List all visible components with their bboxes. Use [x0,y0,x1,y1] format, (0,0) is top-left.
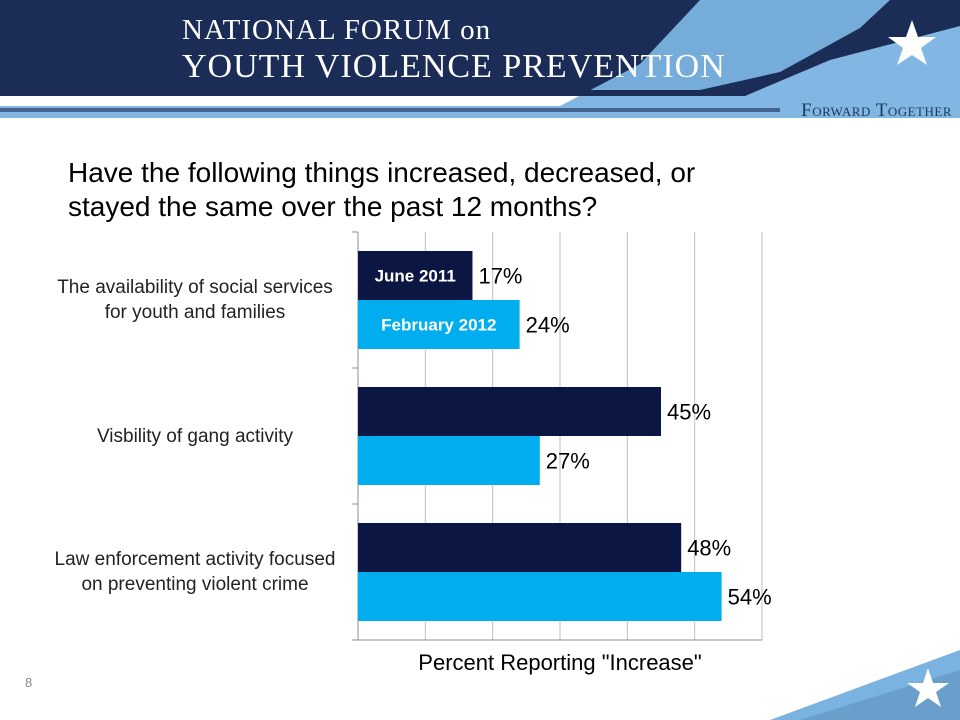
banner-title-line1: NATIONAL FORUM on [182,14,492,46]
data-label: 27% [546,449,590,474]
slide-number: 8 [25,675,33,690]
bar-february-2012 [358,572,722,621]
legend-entry: June 2011 [375,267,456,286]
bar-february-2012 [358,436,540,485]
category-label-gang-activity: Visbility of gang activity [96,425,294,447]
category-label-law-enforcement: Law enforcement activity focused on prev… [54,549,336,595]
category-label-social-services: The availability of social services for … [57,277,333,323]
bar-june-2011 [358,251,473,300]
star-icon [907,668,949,707]
data-label: 45% [667,400,711,425]
bar-june-2011 [358,523,682,572]
data-label: 17% [478,264,522,289]
chart-title: Have the following things increased, dec… [68,157,696,222]
x-axis-label: Percent Reporting "Increase" [418,650,702,675]
data-label: 48% [687,536,731,561]
bar-february-2012 [358,300,520,349]
tagline: Forward Together [801,100,952,121]
banner-title-line2: YOUTH VIOLENCE PREVENTION [182,48,726,85]
data-label: 54% [728,585,772,610]
star-icon [888,20,936,65]
data-label: 24% [526,313,570,338]
bar-june-2011 [358,387,661,436]
footer-decoration [770,650,960,720]
header-banner [0,0,960,118]
legend-entry: February 2012 [381,316,496,335]
